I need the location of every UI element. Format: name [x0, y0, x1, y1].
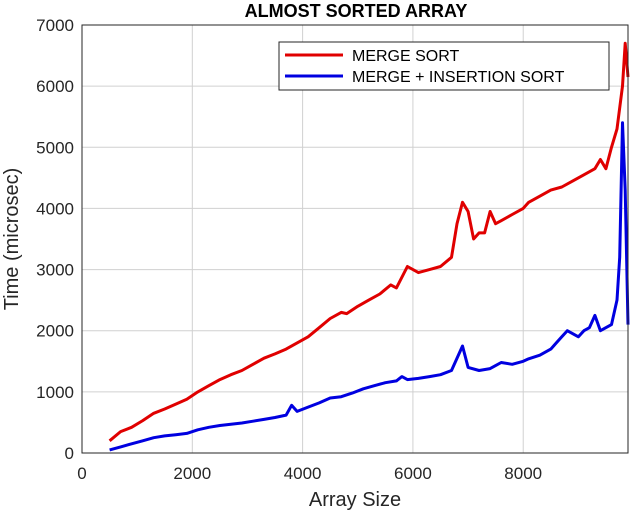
y-tick-label: 3000	[36, 261, 74, 280]
y-tick-label: 6000	[36, 77, 74, 96]
x-tick-label: 8000	[504, 464, 542, 483]
legend-label-merge-sort: MERGE SORT	[352, 48, 460, 65]
legend-box	[278, 41, 610, 91]
y-tick-label: 0	[65, 444, 74, 463]
x-tick-label: 6000	[394, 464, 432, 483]
y-axis-label: Time (microsec)	[1, 168, 23, 311]
y-tick-label: 7000	[36, 16, 74, 35]
y-tick-label: 2000	[36, 322, 74, 341]
y-tick-label: 5000	[36, 138, 74, 157]
legend-label-merge-insertion-sort: MERGE + INSERTION SORT	[352, 69, 565, 86]
y-tick-label: 1000	[36, 383, 74, 402]
x-axis-label: Array Size	[309, 489, 401, 511]
series-line-merge-insertion-sort	[109, 121, 630, 452]
x-tick-label: 0	[77, 464, 86, 483]
x-tick-label: 4000	[284, 464, 322, 483]
legend: MERGE SORT MERGE + INSERTION SORT	[278, 41, 610, 91]
plot-frame	[81, 24, 629, 454]
tick-labels: 0 2000 4000 6000 8000 0 1000 2000 3000 4000 5000 60…	[36, 16, 542, 483]
series-line-merge-sort	[108, 41, 630, 442]
chart-title: ALMOST SORTED ARRAY	[245, 1, 468, 21]
y-tick-label: 4000	[36, 199, 74, 218]
series-lines	[108, 41, 630, 452]
x-tick-label: 2000	[173, 464, 211, 483]
